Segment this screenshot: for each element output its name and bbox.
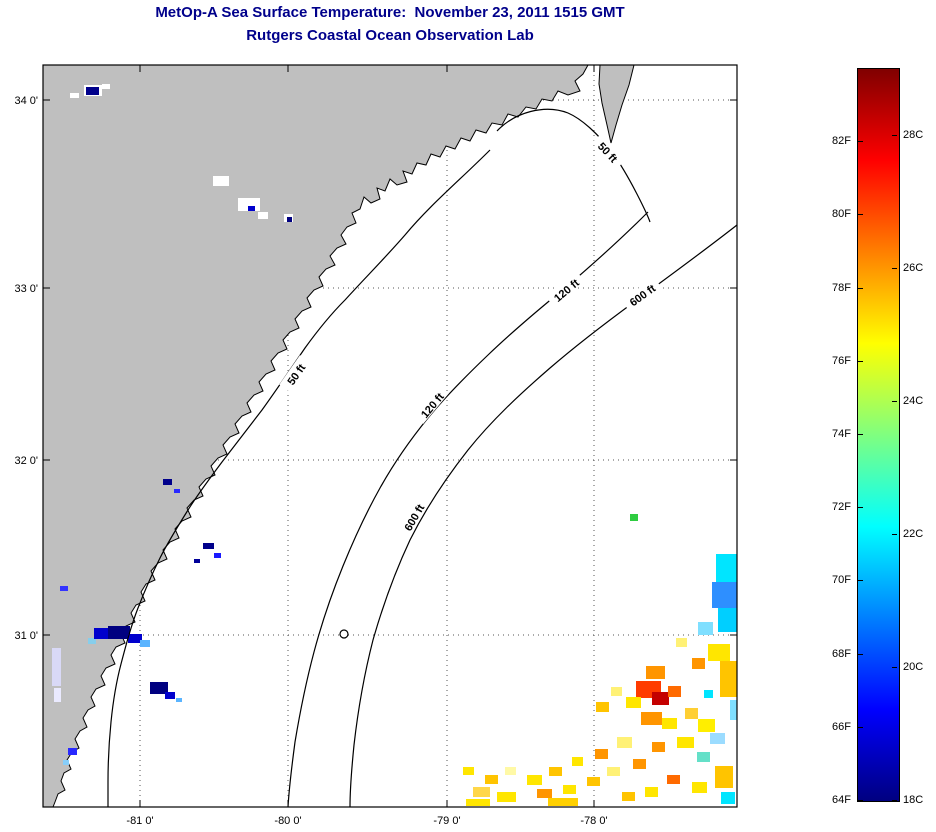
sst-pixel <box>548 798 578 806</box>
sst-pixel <box>596 702 609 712</box>
sst-pixel <box>94 628 110 639</box>
sst-pixel <box>466 799 490 806</box>
y-tick-label: 33 0' <box>14 283 38 295</box>
sst-pixel <box>652 692 669 705</box>
sst-pixel <box>730 700 737 720</box>
sst-pixel <box>165 692 175 699</box>
sst-pixel <box>698 719 715 732</box>
sst-pixel <box>708 644 730 661</box>
sst-pixel <box>63 760 69 765</box>
sst-pixel <box>76 583 85 588</box>
contour-120ft <box>288 212 648 807</box>
sst-pixel <box>698 622 713 635</box>
sst-pixel <box>52 648 61 686</box>
sst-pixel <box>617 737 632 748</box>
sst-pixel <box>721 792 735 804</box>
sst-pixel <box>720 661 737 697</box>
sst-pixel <box>676 638 687 647</box>
sst-pixel <box>715 766 733 788</box>
y-tick-label: 31 0' <box>14 630 38 642</box>
sst-pixel <box>652 742 665 752</box>
cape-peninsula <box>599 65 634 143</box>
x-axis-labels: -81 0' -80 0' -79 0' -78 0' <box>126 815 607 827</box>
sst-pixel <box>128 634 142 643</box>
x-tick-label: -81 0' <box>126 815 153 827</box>
y-tick-label: 34 0' <box>14 95 38 107</box>
sst-pixel <box>668 686 681 697</box>
sst-pixel <box>549 767 562 776</box>
sst-pixel <box>641 712 662 725</box>
sst-pixel <box>595 749 608 759</box>
sst-pixel <box>140 640 150 647</box>
sst-pixel <box>572 757 583 766</box>
sst-pixel <box>60 586 68 591</box>
sst-pixel <box>677 737 694 748</box>
sst-pixel <box>704 690 713 698</box>
y-tick-label: 32 0' <box>14 455 38 467</box>
sst-figure: MetOp-A Sea Surface Temperature: Novembe… <box>0 0 936 832</box>
land-mass <box>43 65 588 807</box>
contour-50ft-top <box>497 109 650 222</box>
sst-pixel <box>645 787 658 797</box>
colorbar <box>857 68 900 802</box>
sst-pixel <box>54 688 61 702</box>
sst-pixel <box>537 789 552 798</box>
sst-pixel <box>692 658 705 669</box>
sst-pixel <box>718 608 737 632</box>
sst-pixel <box>646 666 665 679</box>
sst-pixel <box>667 775 680 784</box>
sst-pixel <box>607 767 620 776</box>
sst-pixel <box>66 618 75 623</box>
sst-pixel <box>68 748 77 755</box>
sst-pixel <box>611 687 622 696</box>
sst-pixel <box>248 206 255 211</box>
sst-pixel <box>214 553 221 558</box>
sst-pixel <box>630 514 638 521</box>
sst-pixel <box>213 176 229 186</box>
sst-pixel <box>102 84 110 89</box>
sst-pixel <box>622 792 635 801</box>
x-tick-label: -78 0' <box>580 815 607 827</box>
sst-pixel <box>194 559 200 563</box>
contour-ring <box>340 630 348 638</box>
sst-pixel <box>287 217 292 222</box>
sst-pixel <box>380 252 385 256</box>
y-axis-labels: 34 0' 33 0' 32 0' 31 0' <box>14 95 38 642</box>
sst-pixel <box>497 792 516 802</box>
sst-pixel <box>174 489 180 493</box>
sst-pixel <box>56 728 63 732</box>
sst-pixel <box>463 767 474 775</box>
sst-pixel <box>203 543 214 549</box>
sst-pixel <box>587 777 600 786</box>
sst-pixel <box>485 775 498 784</box>
sst-pixel <box>633 759 646 769</box>
sst-pixel <box>712 582 737 608</box>
sst-pixel <box>163 479 172 485</box>
sst-pixel <box>258 212 268 219</box>
sst-pixel <box>692 782 707 793</box>
sst-pixel <box>70 93 79 98</box>
sst-pixel <box>662 718 677 729</box>
sst-pixel <box>84 553 95 558</box>
sst-pixel <box>176 698 182 702</box>
sst-pixel <box>563 785 576 794</box>
sst-pixel <box>626 697 641 708</box>
sst-pixel <box>527 775 542 785</box>
sst-pixel <box>108 626 130 639</box>
sst-pixel <box>710 733 725 744</box>
x-tick-label: -80 0' <box>274 815 301 827</box>
sst-pixel <box>86 87 99 95</box>
sst-pixel <box>685 708 698 719</box>
sst-pixel <box>697 752 710 762</box>
sst-map: 50 ft 120 ft 600 ft 50 ft 120 ft 600 ft <box>0 0 936 832</box>
x-tick-label: -79 0' <box>433 815 460 827</box>
sst-pixel <box>716 554 737 582</box>
sst-pixel <box>505 767 516 775</box>
sst-pixel <box>473 787 490 797</box>
